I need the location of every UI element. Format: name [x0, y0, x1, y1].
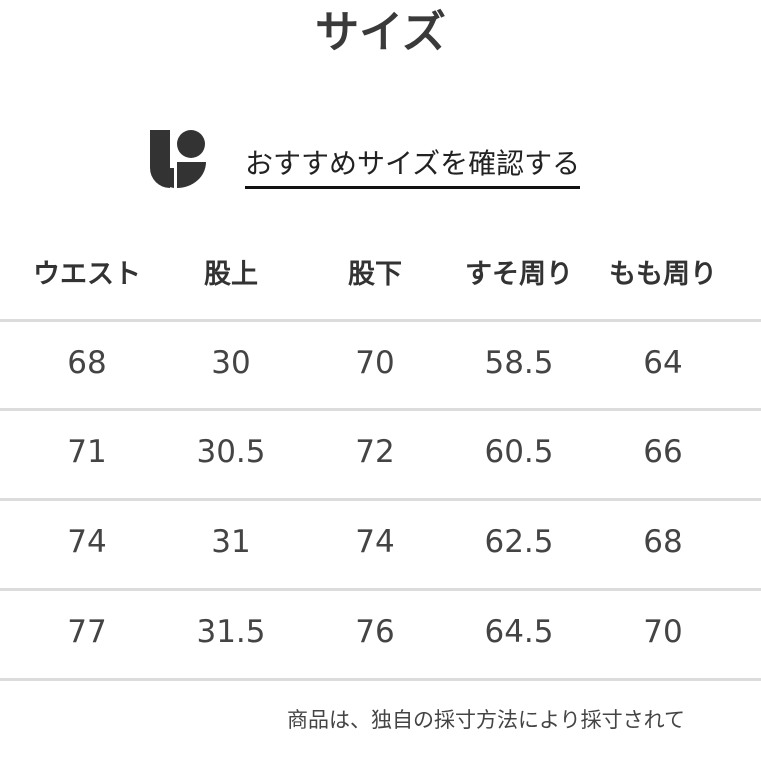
table-row: 74 31 74 62.5 68: [0, 500, 761, 589]
header-inseam: 股下: [348, 259, 402, 290]
table-row: 68 30 70 58.5 64: [0, 321, 761, 410]
recommend-size-link[interactable]: おすすめサイズを確認する: [245, 142, 581, 189]
divider: [0, 408, 761, 411]
cell: 74: [67, 524, 107, 560]
header-waist: ウエスト: [33, 259, 141, 290]
cell: 74: [355, 524, 395, 560]
divider: [0, 319, 761, 322]
cell: 68: [67, 345, 107, 381]
page-title: サイズ: [315, 7, 446, 58]
measurement-note: 商品は、独自の採寸方法により採寸されて: [287, 708, 685, 732]
header-thigh: もも周り: [609, 259, 717, 290]
header-hem: すそ周り: [465, 259, 573, 290]
cell: 64.5: [484, 614, 554, 650]
cell: 66: [643, 434, 683, 470]
divider: [0, 498, 761, 501]
cell: 30.5: [196, 434, 266, 470]
cell: 58.5: [484, 345, 554, 381]
cell: 70: [643, 614, 683, 650]
cell: 31: [211, 524, 251, 560]
cell: 70: [355, 345, 395, 381]
cell: 72: [355, 434, 395, 470]
cell: 71: [67, 434, 107, 470]
cell: 68: [643, 524, 683, 560]
cell: 64: [643, 345, 683, 381]
divider: [0, 678, 761, 681]
cell: 62.5: [484, 524, 554, 560]
cell: 77: [67, 614, 107, 650]
header-rise: 股上: [204, 259, 258, 290]
table-row: 71 30.5 72 60.5 66: [0, 410, 761, 499]
table-header: ウエスト 股上 股下 すそ周り もも周り: [0, 252, 761, 292]
cell: 76: [355, 614, 395, 650]
table-row: 77 31.5 76 64.5 70: [0, 590, 761, 679]
cell: 31.5: [196, 614, 266, 650]
recommend-size-section: おすすめサイズを確認する: [150, 130, 581, 189]
cell: 30: [211, 345, 251, 381]
brand-logo-icon: [150, 130, 206, 188]
cell: 60.5: [484, 434, 554, 470]
divider: [0, 588, 761, 591]
